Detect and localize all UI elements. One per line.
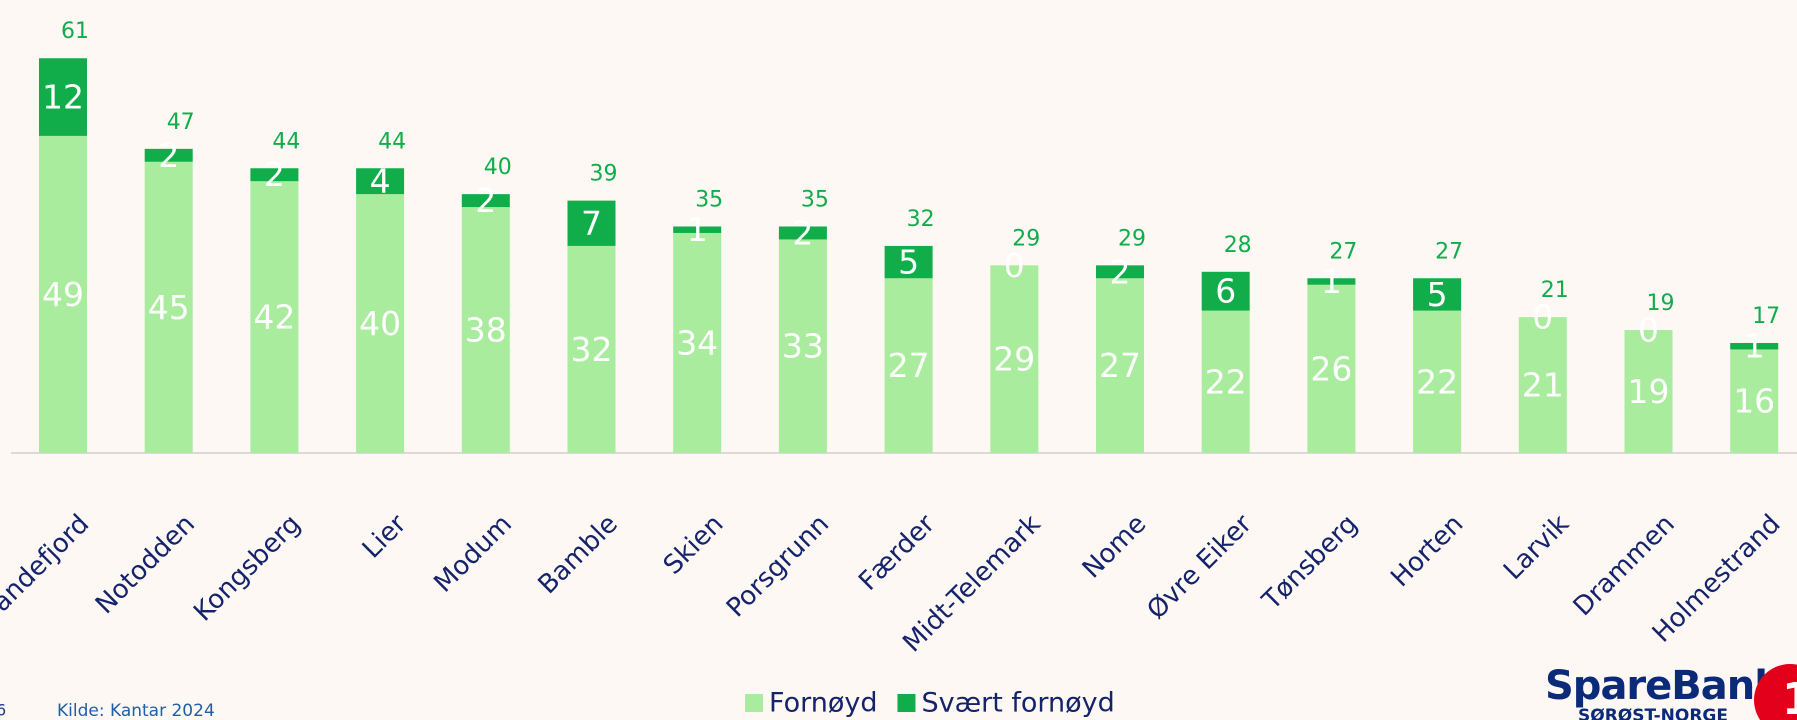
legend-label: Svært fornøyd bbox=[921, 688, 1114, 719]
segment-label: 5 bbox=[898, 243, 919, 282]
bar-segment bbox=[250, 181, 299, 453]
bar-segment bbox=[1518, 317, 1567, 453]
total-label: 35 bbox=[695, 188, 723, 213]
bar-segment bbox=[1307, 284, 1356, 453]
logo-circle bbox=[1754, 664, 1797, 720]
segment-label: 19 bbox=[1628, 372, 1670, 411]
total-label: 44 bbox=[272, 129, 300, 154]
segment-label: 2 bbox=[1110, 252, 1131, 291]
bar-segment bbox=[990, 265, 1039, 453]
page-number: 6 bbox=[0, 701, 6, 720]
bar-segment bbox=[1201, 310, 1250, 453]
segment-label: 16 bbox=[1733, 382, 1775, 421]
bar-segment bbox=[673, 226, 722, 233]
legend-label: Fornøyd bbox=[769, 688, 877, 719]
total-label: 35 bbox=[801, 188, 829, 213]
logo-name: SpareBank bbox=[1545, 663, 1782, 709]
segment-label: 5 bbox=[1427, 275, 1448, 314]
total-label: 29 bbox=[1118, 226, 1146, 251]
segment-label: 42 bbox=[253, 298, 295, 337]
segment-label: 1 bbox=[687, 210, 708, 249]
total-label: 27 bbox=[1435, 239, 1463, 264]
total-label: 28 bbox=[1224, 233, 1252, 258]
segment-label: 40 bbox=[359, 304, 401, 343]
segment-label: 2 bbox=[475, 181, 496, 220]
bar-segment bbox=[1413, 310, 1462, 453]
segment-label: 27 bbox=[1099, 346, 1141, 385]
segment-label: 12 bbox=[42, 78, 84, 117]
total-label: 39 bbox=[590, 162, 618, 187]
total-label: 19 bbox=[1647, 291, 1675, 316]
segment-label: 33 bbox=[782, 327, 824, 366]
segment-label: 38 bbox=[465, 311, 507, 350]
bar-segment bbox=[356, 168, 405, 195]
segment-label: 49 bbox=[42, 275, 84, 314]
segment-label: 0 bbox=[1004, 246, 1025, 285]
segment-label: 1 bbox=[1321, 262, 1342, 301]
source: Kilde: Kantar 2024 bbox=[57, 701, 215, 720]
logo: SpareBank 1 SØRØST-NORGE bbox=[1545, 663, 1797, 720]
segment-label: 22 bbox=[1416, 362, 1458, 401]
segment-label: 2 bbox=[264, 155, 285, 194]
bar-segment bbox=[1730, 342, 1779, 350]
segment-label: 29 bbox=[993, 340, 1035, 379]
bar-segment bbox=[778, 239, 827, 453]
segment-label: 6 bbox=[1215, 272, 1236, 311]
segment-label: 1 bbox=[1744, 327, 1765, 366]
segment-label: 2 bbox=[158, 136, 179, 175]
segment-label: 26 bbox=[1310, 349, 1352, 388]
bar-segment bbox=[461, 207, 510, 453]
total-label: 40 bbox=[484, 155, 512, 180]
legend-swatch bbox=[745, 694, 763, 712]
logo-mark: 1 bbox=[1782, 674, 1797, 720]
bar-segment bbox=[461, 194, 510, 208]
bar-segment bbox=[567, 200, 616, 246]
bar-segment bbox=[144, 161, 193, 454]
bar-segment bbox=[144, 148, 193, 162]
bar-segment bbox=[673, 232, 722, 453]
segment-label: 4 bbox=[370, 162, 391, 201]
bar-segment bbox=[39, 58, 87, 136]
bar-segment bbox=[1624, 330, 1673, 453]
total-label: 32 bbox=[907, 207, 935, 232]
bar-segment bbox=[778, 226, 827, 240]
total-label: 61 bbox=[61, 19, 89, 44]
bar-segment bbox=[356, 194, 405, 453]
logo-region: SØRØST-NORGE bbox=[1578, 706, 1728, 720]
bar-segment bbox=[1730, 349, 1779, 453]
bar-segment bbox=[1413, 278, 1462, 311]
bar-segment bbox=[39, 135, 87, 453]
bar-segment bbox=[567, 245, 616, 453]
bar-segment bbox=[884, 245, 933, 279]
bar-segment bbox=[1096, 265, 1144, 279]
segment-label: 21 bbox=[1522, 366, 1564, 405]
total-label: 44 bbox=[378, 129, 406, 154]
total-label: 47 bbox=[167, 110, 195, 135]
total-label: 29 bbox=[1012, 226, 1040, 251]
segment-label: 27 bbox=[888, 346, 930, 385]
bar-segment bbox=[1307, 278, 1356, 285]
segment-label: 7 bbox=[581, 204, 602, 243]
total-label: 21 bbox=[1541, 278, 1569, 303]
segment-label: 45 bbox=[148, 288, 190, 327]
total-label: 17 bbox=[1752, 304, 1780, 329]
bar-segment bbox=[1201, 271, 1250, 311]
segment-label: 0 bbox=[1532, 298, 1553, 337]
segment-label: 2 bbox=[792, 213, 813, 252]
bar-segment bbox=[884, 278, 933, 453]
bar-segment bbox=[1096, 278, 1144, 453]
bar-segment bbox=[250, 168, 299, 182]
segment-label: 32 bbox=[571, 330, 613, 369]
segment-label: 34 bbox=[676, 323, 718, 362]
legend-swatch bbox=[897, 694, 916, 712]
total-label: 27 bbox=[1329, 239, 1357, 264]
segment-label: 0 bbox=[1638, 311, 1659, 350]
segment-label: 22 bbox=[1205, 362, 1247, 401]
